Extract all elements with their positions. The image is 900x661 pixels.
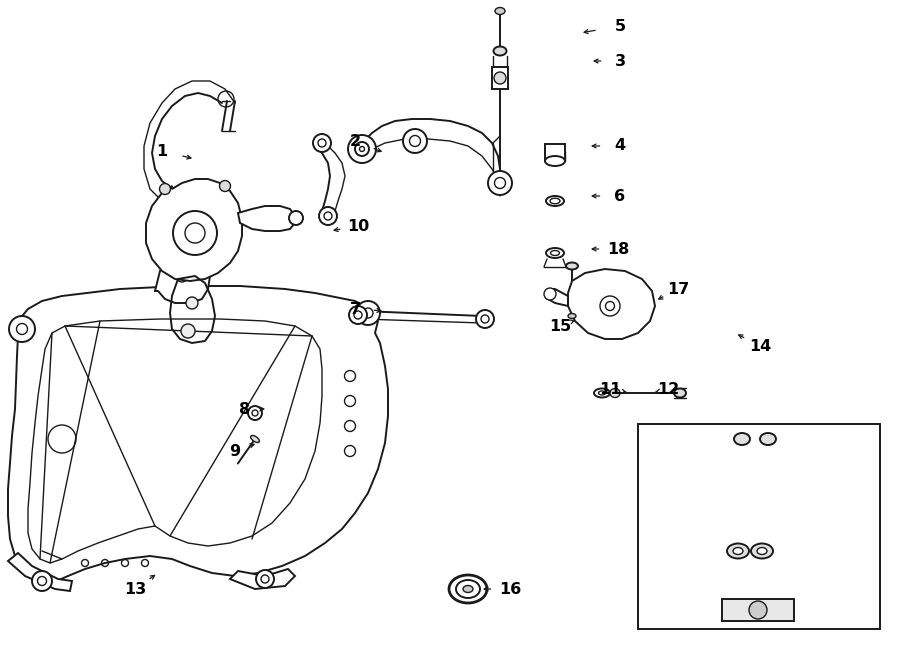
Circle shape [9,316,35,342]
Circle shape [488,171,512,195]
Polygon shape [238,206,295,231]
Text: 5: 5 [615,19,626,34]
Circle shape [356,301,380,325]
Text: 14: 14 [749,338,771,354]
Circle shape [176,270,188,282]
Ellipse shape [568,313,576,319]
Circle shape [179,274,184,278]
Text: 4: 4 [615,139,626,153]
Text: 10: 10 [346,219,369,233]
Text: 2: 2 [349,134,361,149]
Circle shape [177,244,187,254]
Ellipse shape [463,586,473,592]
Circle shape [355,142,369,156]
Polygon shape [8,553,72,591]
Ellipse shape [546,196,564,206]
Text: 1: 1 [157,143,167,159]
Text: 16: 16 [499,582,521,596]
Circle shape [476,310,494,328]
Circle shape [159,184,170,194]
Text: 8: 8 [239,401,250,416]
Bar [492,67,508,89]
Circle shape [289,211,303,225]
Ellipse shape [727,543,749,559]
Ellipse shape [546,248,564,258]
Ellipse shape [545,156,565,166]
Circle shape [544,288,556,300]
Polygon shape [568,269,655,339]
Ellipse shape [760,433,776,445]
Ellipse shape [177,226,187,232]
Bar [722,599,794,621]
Circle shape [256,570,274,588]
Ellipse shape [751,543,773,559]
Ellipse shape [550,198,560,204]
Bar [638,424,880,629]
Text: 7: 7 [349,301,361,317]
Ellipse shape [757,547,767,555]
Ellipse shape [251,436,259,442]
Circle shape [185,223,205,243]
Ellipse shape [495,7,505,15]
Ellipse shape [610,389,620,397]
Polygon shape [230,569,295,589]
Circle shape [313,134,331,152]
Text: 6: 6 [615,188,626,204]
Circle shape [348,135,376,163]
Polygon shape [548,289,568,306]
Polygon shape [146,179,242,281]
Ellipse shape [493,46,507,56]
Circle shape [749,601,767,619]
Circle shape [403,129,427,153]
Ellipse shape [449,575,487,603]
Text: 17: 17 [667,282,689,297]
Text: 11: 11 [598,381,621,397]
Circle shape [220,180,230,192]
Circle shape [319,207,337,225]
Circle shape [173,211,217,255]
Text: 18: 18 [607,241,629,256]
Polygon shape [28,319,322,563]
Ellipse shape [545,145,565,157]
Ellipse shape [674,389,686,397]
Polygon shape [155,251,210,303]
Circle shape [494,72,506,84]
Ellipse shape [456,580,480,598]
Text: 12: 12 [657,381,680,397]
Ellipse shape [566,262,578,270]
Circle shape [349,306,367,324]
Ellipse shape [734,433,750,445]
Bar [545,144,565,161]
Text: 9: 9 [230,444,240,459]
Text: 15: 15 [549,319,572,334]
Circle shape [32,571,52,591]
Polygon shape [8,286,388,583]
Circle shape [600,296,620,316]
Ellipse shape [733,547,743,555]
Text: 3: 3 [615,54,626,69]
Text: 13: 13 [124,582,146,596]
Circle shape [186,297,198,309]
Circle shape [181,324,195,338]
